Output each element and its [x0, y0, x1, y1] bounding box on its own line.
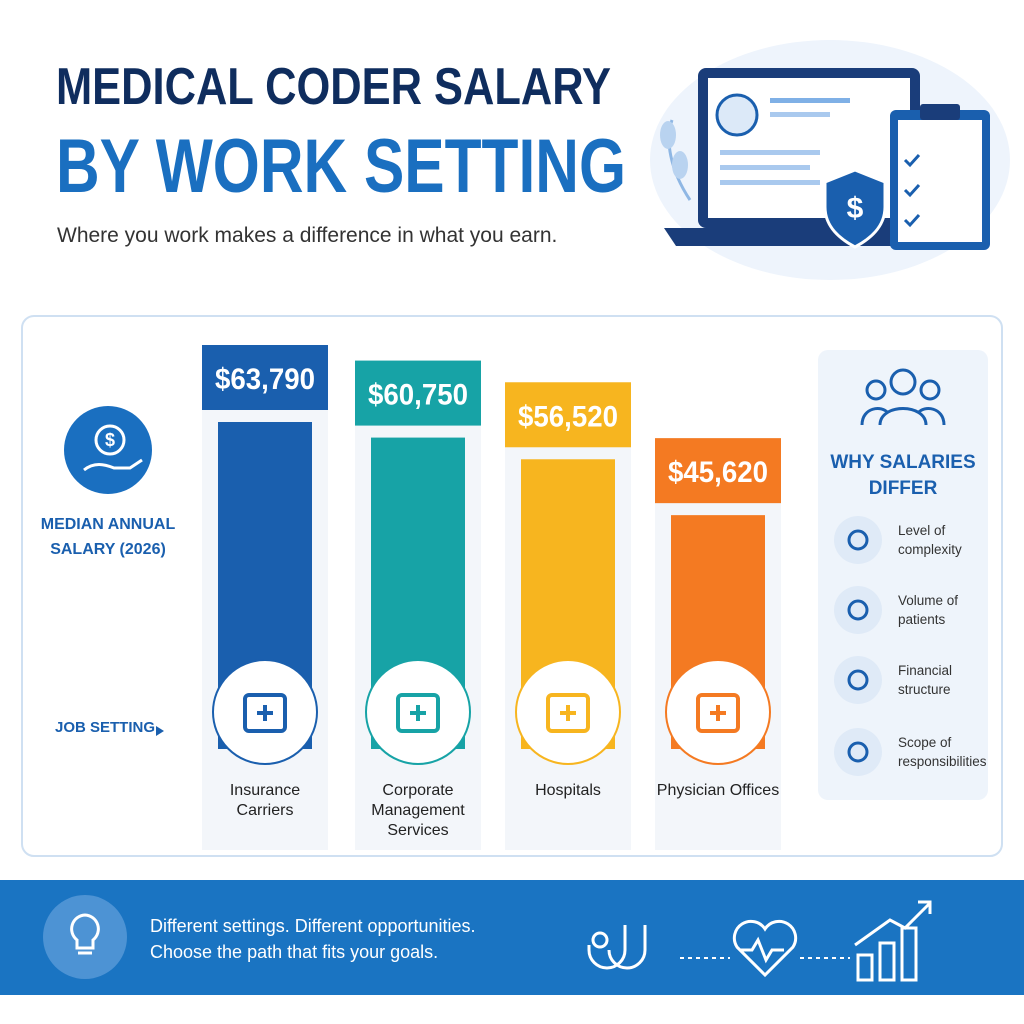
footer-bulb	[70, 913, 100, 955]
value-label-box	[202, 345, 328, 410]
x-axis-label: JOB SETTING	[55, 719, 156, 736]
reason-icon	[834, 728, 882, 776]
category-label: Insurance Carriers	[229, 782, 301, 819]
footer-art	[587, 900, 932, 982]
salary-icon-hand	[83, 458, 143, 472]
category-icon-glyph	[546, 693, 590, 733]
reason-icon-glyph	[847, 741, 869, 763]
category-icon-glyph	[243, 693, 287, 733]
salary-icon-coin	[94, 424, 126, 456]
reason-icon	[834, 516, 882, 564]
category-icon-glyph	[410, 705, 426, 721]
category-icon-glyph	[560, 705, 576, 721]
category-icon-glyph	[696, 693, 740, 733]
category-icon-glyph	[396, 693, 440, 733]
reason-icon	[834, 586, 882, 634]
value-label-box	[355, 360, 481, 426]
reason-label: Scope of responsibilities	[898, 735, 987, 769]
reason-label: Financial structure	[898, 663, 953, 697]
reason-icon-glyph	[847, 599, 869, 621]
title-line-1: MEDICAL CODER SALARY	[56, 58, 611, 116]
category-label: Corporate Management Services	[371, 782, 465, 839]
reason-label: Volume of patients	[898, 593, 959, 627]
title-line-2: BY WORK SETTING	[56, 124, 626, 209]
category-label: Physician Offices	[656, 782, 780, 799]
job-setting-arrow	[156, 726, 164, 736]
category-icon-glyph	[257, 705, 273, 721]
reason-label: Level of complexity	[898, 523, 962, 557]
reason-icon	[834, 656, 882, 704]
value-label: $56,520	[518, 400, 618, 433]
illustration: $	[650, 40, 1010, 280]
sidebar-icon	[860, 368, 946, 426]
value-label-box	[505, 382, 631, 448]
y-axis-label: MEDIAN ANNUAL SALARY (2026)	[40, 516, 176, 558]
value-label-box	[655, 438, 781, 504]
reason-icon-glyph	[847, 529, 869, 551]
subtitle: Where you work makes a difference in wha…	[57, 224, 558, 247]
category-icon-glyph	[710, 705, 726, 721]
footer-icon	[43, 895, 127, 979]
value-label: $60,750	[368, 379, 468, 412]
footer-line: Different settings. Different opportunit…	[150, 916, 476, 936]
sidebar-title: WHY SALARIES DIFFER	[830, 452, 976, 499]
footer-line: Choose the path that fits your goals.	[150, 942, 439, 962]
value-label: $63,790	[215, 363, 315, 396]
footer-band	[0, 880, 1024, 995]
category-label: Hospitals	[535, 782, 601, 799]
value-label: $45,620	[668, 456, 768, 489]
svg-text:$: $	[847, 192, 864, 225]
salary-icon	[64, 406, 152, 494]
reason-icon-glyph	[847, 669, 869, 691]
salary-icon-symbol: $	[105, 430, 115, 450]
